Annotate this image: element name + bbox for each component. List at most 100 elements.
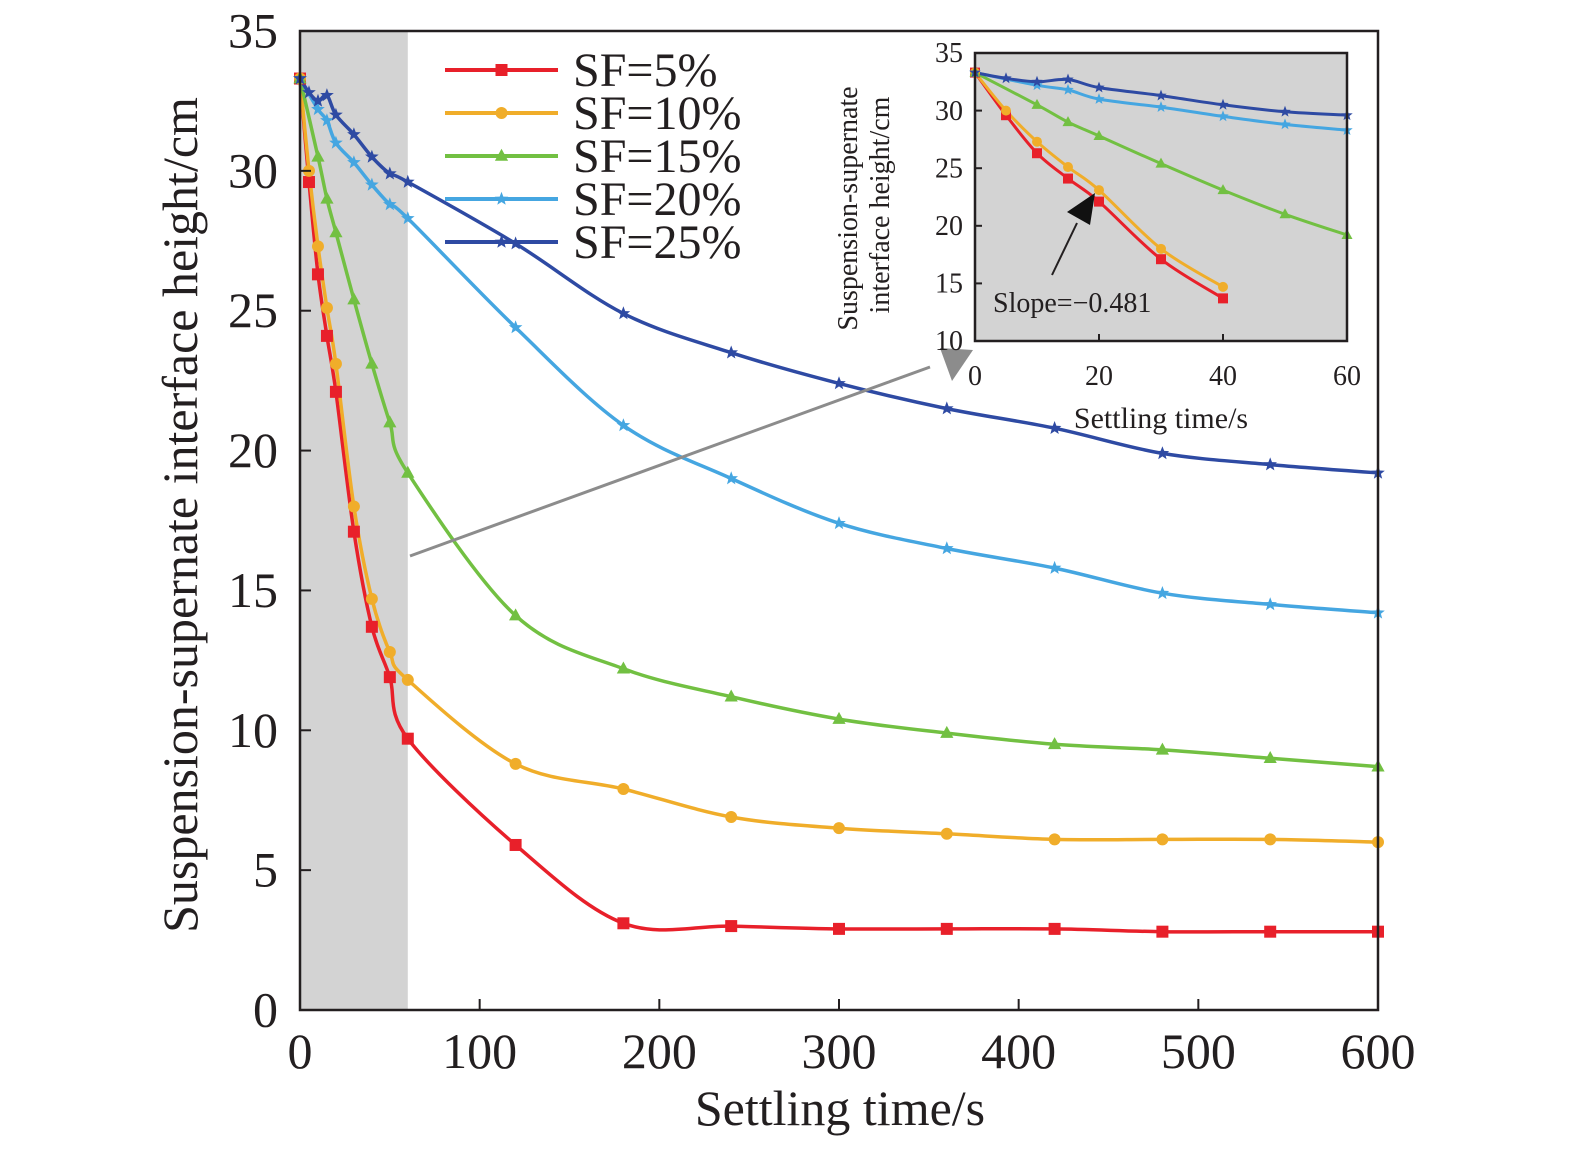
inset-y-axis-label-line-2: interface height/cm xyxy=(865,96,896,313)
data-point-sf5 xyxy=(365,620,378,633)
y-tick-label: 35 xyxy=(935,38,963,69)
data-point-sf25 xyxy=(1000,72,1012,84)
data-point-sf15 xyxy=(724,689,738,702)
data-point-sf5 xyxy=(1156,254,1166,265)
data-point-sf10 xyxy=(1094,185,1104,196)
legend-swatch-marker xyxy=(494,234,509,248)
x-tick-label: 400 xyxy=(981,1023,1056,1079)
data-point-sf15 xyxy=(1031,98,1043,109)
x-tick-label: 600 xyxy=(1341,1023,1416,1079)
inset-y-axis: 10 15 20 25 30 35 xyxy=(935,38,982,357)
data-point-sf10 xyxy=(617,783,630,796)
y-tick-label: 30 xyxy=(935,96,963,127)
data-point-sf20 xyxy=(401,211,415,225)
data-point-sf10 xyxy=(320,301,333,314)
main-y-axis: 0 5 10 15 20 25 30 35 xyxy=(228,3,311,1038)
data-point-sf10 xyxy=(329,357,342,370)
data-point-sf15 xyxy=(383,415,397,428)
data-point-sf25 xyxy=(724,345,738,359)
legend: SF=5%SF=10%SF=15%SF=20%SF=25% xyxy=(445,44,741,269)
x-tick-label: 100 xyxy=(442,1023,517,1079)
data-point-sf5 xyxy=(1063,173,1073,184)
data-point-sf25 xyxy=(1062,73,1074,85)
legend-label: SF=5% xyxy=(573,44,717,97)
data-point-sf25 xyxy=(1279,105,1291,117)
data-point-sf10 xyxy=(1264,833,1277,846)
data-point-sf25 xyxy=(1155,89,1167,101)
legend-item-sf25: SF=25% xyxy=(445,216,741,269)
slope-arrow xyxy=(1051,193,1095,276)
legend-label: SF=20% xyxy=(573,173,741,226)
data-point-sf10 xyxy=(401,673,414,686)
x-tick-label: 0 xyxy=(288,1023,313,1079)
x-tick-label: 60 xyxy=(1333,361,1361,392)
data-point-sf25 xyxy=(320,88,334,102)
legend-label: SF=25% xyxy=(573,216,741,269)
legend-item-sf20: SF=20% xyxy=(445,173,741,226)
main-y-axis-label: Suspension-supernate interface height/cm xyxy=(152,97,208,933)
data-point-sf15 xyxy=(1062,116,1074,127)
y-tick-label: 0 xyxy=(253,982,278,1038)
y-tick-label: 10 xyxy=(935,326,963,357)
data-point-sf25 xyxy=(365,149,379,163)
data-point-sf5 xyxy=(1218,293,1228,304)
data-point-sf20 xyxy=(383,197,397,211)
data-point-sf5 xyxy=(833,922,845,935)
x-tick-label: 500 xyxy=(1161,1023,1236,1079)
data-point-sf25 xyxy=(1047,421,1062,434)
data-point-sf5 xyxy=(1156,925,1169,938)
data-point-sf20 xyxy=(508,320,523,334)
data-point-sf25 xyxy=(832,376,846,390)
data-point-sf20 xyxy=(1155,101,1167,112)
data-point-sf20 xyxy=(1155,586,1170,600)
data-point-sf10 xyxy=(383,645,396,658)
x-tick-label: 300 xyxy=(802,1023,877,1079)
data-point-sf5 xyxy=(617,917,630,930)
y-tick-label: 20 xyxy=(935,211,963,242)
y-tick-label: 35 xyxy=(228,3,278,59)
slope-arrow-line xyxy=(1051,222,1078,276)
data-point-sf20 xyxy=(1031,79,1043,91)
data-point-sf20 xyxy=(1263,597,1277,611)
data-point-sf5 xyxy=(311,268,324,281)
data-point-sf25 xyxy=(347,127,361,141)
data-point-sf15 xyxy=(1155,157,1167,168)
data-point-sf10 xyxy=(1063,162,1073,173)
inset-plot-frame xyxy=(973,51,1349,343)
data-point-sf15 xyxy=(347,292,361,305)
legend-item-sf5: SF=5% xyxy=(445,44,717,97)
data-point-sf10 xyxy=(1156,243,1166,254)
x-tick-label: 40 xyxy=(1209,361,1237,392)
inset-y-axis-label: Suspension-supernate interface height/cm xyxy=(833,79,896,330)
x-tick-label: 200 xyxy=(622,1023,697,1079)
main-x-axis-label: Settling time/s xyxy=(695,1080,985,1136)
data-point-sf5 xyxy=(940,922,953,935)
data-point-sf25 xyxy=(311,93,325,107)
data-point-sf5 xyxy=(725,920,738,933)
data-point-sf20 xyxy=(347,155,361,169)
slope-arrowhead xyxy=(1067,193,1095,225)
legend-item-sf10: SF=10% xyxy=(445,87,741,140)
y-tick-label: 10 xyxy=(228,702,278,758)
data-point-sf15 xyxy=(1217,184,1229,195)
data-point-sf20 xyxy=(1217,110,1229,122)
data-point-sf15 xyxy=(1263,751,1277,764)
y-tick-label: 20 xyxy=(228,422,278,478)
slope-annotation: Slope=−0.481 xyxy=(993,288,1151,319)
data-point-sf25 xyxy=(401,174,415,188)
data-point-sf15 xyxy=(1279,208,1291,219)
y-tick-label: 15 xyxy=(935,269,963,300)
data-point-sf20 xyxy=(616,418,631,432)
data-point-sf20 xyxy=(1047,560,1062,574)
data-point-sf15 xyxy=(832,711,846,724)
legend-swatch-marker xyxy=(494,148,509,161)
x-tick-label: 20 xyxy=(1085,361,1113,392)
data-point-sf10 xyxy=(1048,833,1061,846)
y-tick-label: 30 xyxy=(228,142,278,198)
data-point-sf10 xyxy=(509,757,522,770)
data-point-sf25 xyxy=(302,85,316,99)
inset-plot: 0 20 40 60 10 15 20 25 30 35 Settling time/s Sus… xyxy=(833,38,1361,435)
data-point-sf25 xyxy=(940,401,954,415)
